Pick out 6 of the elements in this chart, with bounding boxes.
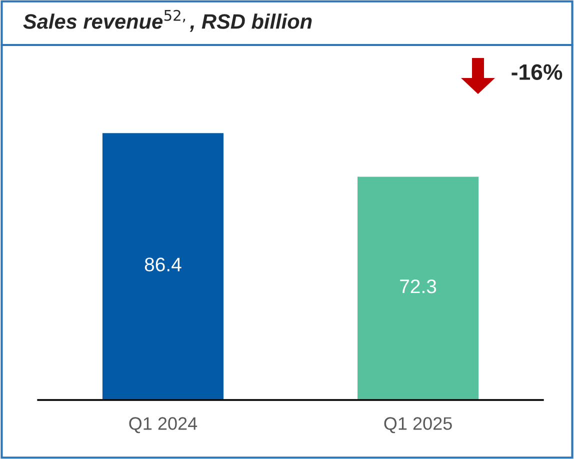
- text: -16%: [512, 64, 562, 80]
- data-label: 86.4: [144, 258, 182, 272]
- x-tick-label: Q1 2025: [384, 417, 452, 434]
- x-tick-label: Q1 2024: [129, 417, 198, 434]
- data-label: 72.3: [400, 279, 436, 294]
- chart-title: Sales revenue$^{52,}$, RSD billion: [23, 10, 312, 32]
